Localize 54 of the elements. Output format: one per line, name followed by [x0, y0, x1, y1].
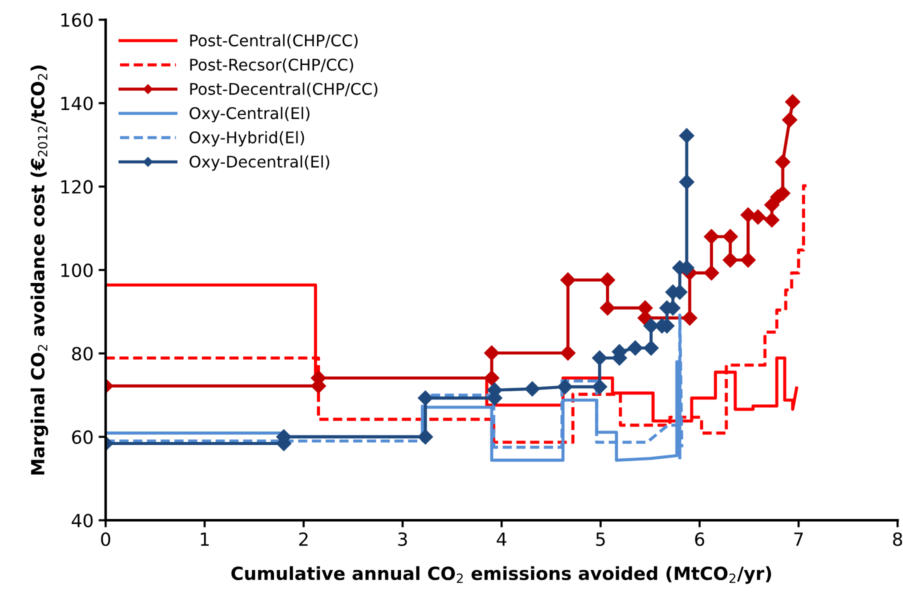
point: [592, 379, 608, 394]
point: [524, 381, 540, 396]
x-tick-label: 8: [893, 532, 902, 546]
point: [682, 310, 698, 326]
legend-label: Oxy-Hybrid(El): [190, 131, 304, 147]
point: [740, 252, 756, 268]
point: [418, 390, 433, 406]
legend-label: Post-Central(CHP/CC): [190, 34, 358, 48]
x-tick-label: 6: [695, 532, 704, 546]
y-tick-label: 120: [61, 180, 93, 194]
y-tick-label: 100: [61, 263, 93, 278]
x-tick-label: 2: [299, 532, 308, 546]
point: [560, 345, 576, 361]
point: [722, 229, 738, 244]
legend-label: Oxy-Decentral(El): [190, 155, 330, 171]
point: [600, 272, 616, 288]
point: [600, 300, 616, 316]
x-tick-label: 1: [200, 532, 209, 546]
y-axis-title: Marginal CO$_{2}$ avoidance cost (€$_{2012}$/tCO$_{2}$): [30, 66, 48, 475]
point: [679, 174, 694, 190]
point: [644, 340, 659, 356]
point: [775, 154, 790, 170]
point: [764, 212, 780, 228]
y-tick-label: 160: [61, 13, 93, 27]
y-tick-label: 40: [72, 514, 93, 528]
point: [628, 340, 643, 356]
point: [557, 379, 573, 394]
x-axis-title: Cumulative annual CO$_{2}$ emissions avoided (MtCO$_{2}$/yr): [231, 566, 772, 584]
point: [782, 112, 798, 128]
point: [484, 370, 500, 386]
y-tick-label: 140: [61, 96, 93, 110]
point: [785, 94, 800, 110]
x-tick-label: 7: [794, 532, 803, 546]
legend-label: Post-Recsor(CHP/CC): [190, 58, 354, 73]
x-tick-label: 5: [596, 532, 605, 546]
point: [764, 197, 780, 212]
y-tick-label: 80: [72, 346, 93, 361]
y-tick-label: 60: [72, 430, 93, 444]
point: [704, 265, 720, 280]
point: [704, 229, 720, 244]
legend-label: Post-Decentral(CHP/CC): [190, 82, 378, 97]
point: [750, 209, 766, 225]
point: [722, 252, 738, 268]
line-series: [106, 184, 808, 444]
point: [560, 272, 576, 288]
legend-label: Oxy-Central(El): [190, 106, 310, 122]
point: [740, 207, 756, 223]
point: [418, 429, 433, 444]
point: [484, 345, 500, 361]
point: [592, 350, 608, 366]
point: [679, 128, 694, 144]
x-tick-label: 4: [496, 532, 506, 546]
x-tick-label: 0: [101, 532, 110, 546]
x-tick-label: 3: [398, 532, 407, 546]
